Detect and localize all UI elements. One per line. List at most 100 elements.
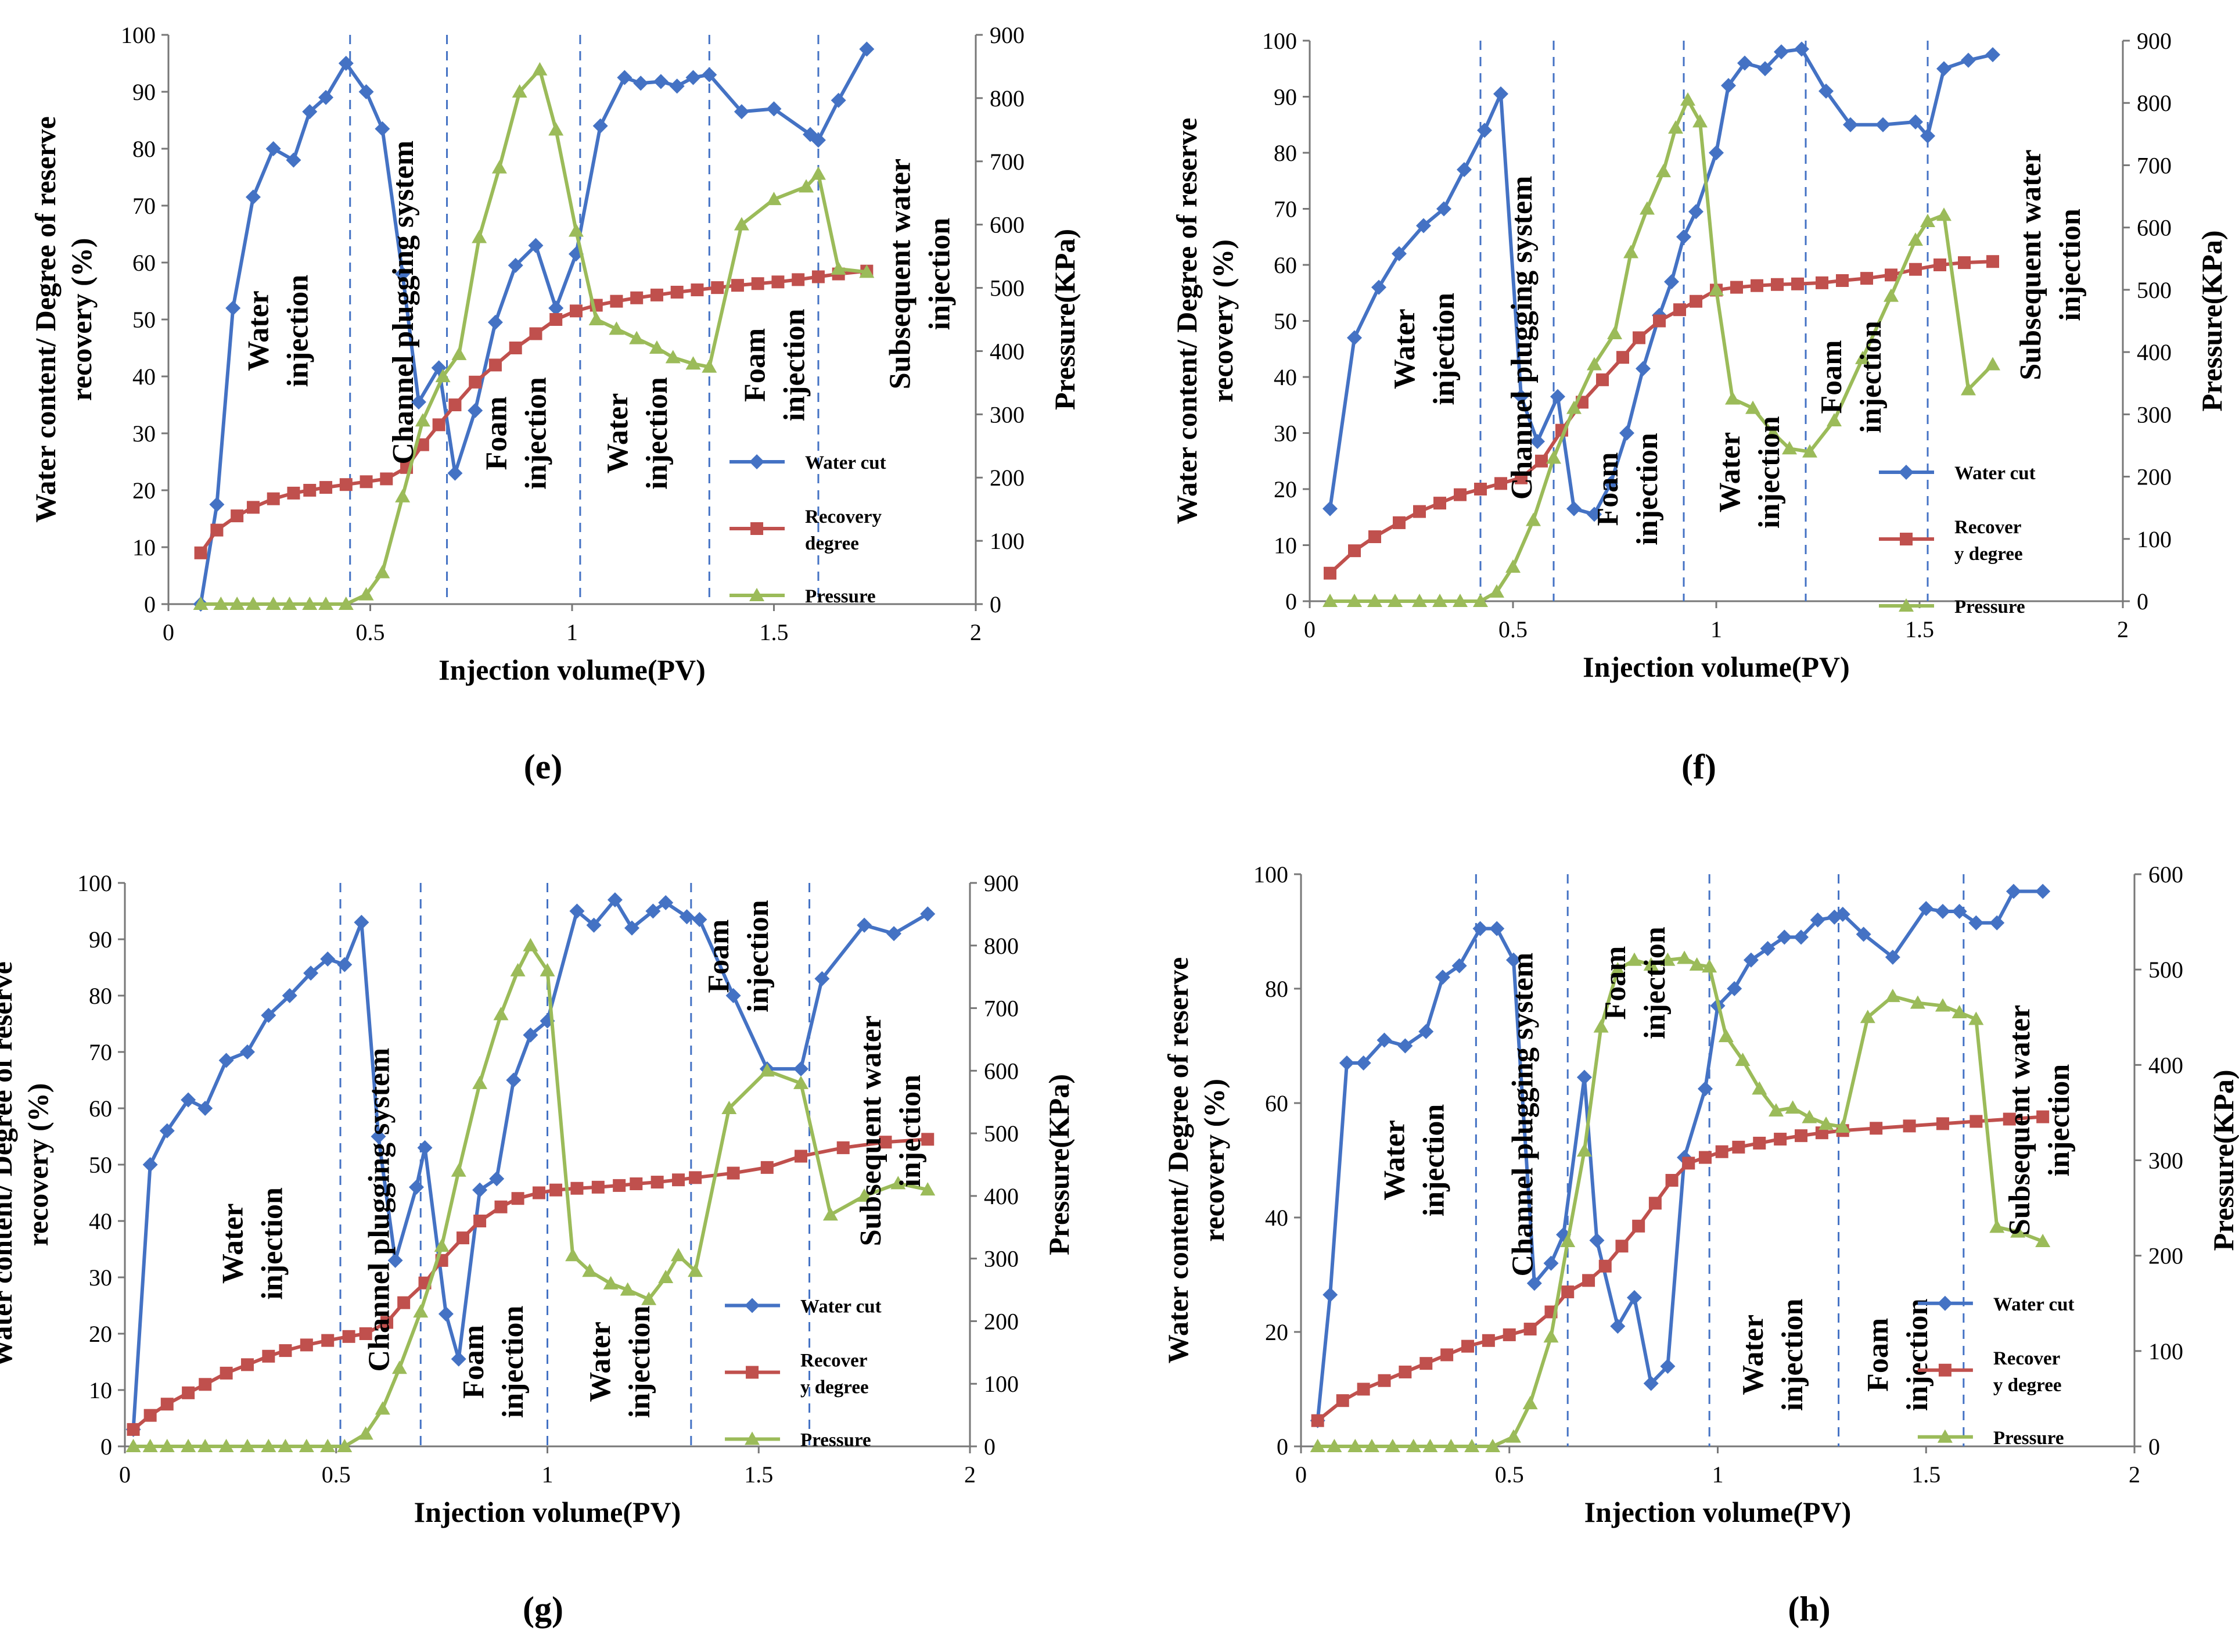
data-point — [1715, 1145, 1728, 1158]
data-point — [1515, 471, 1528, 484]
data-point — [1451, 958, 1467, 974]
legend-swatch-marker — [745, 1431, 760, 1445]
x-tick-label: 2 — [964, 1461, 976, 1488]
data-point — [1843, 117, 1858, 132]
data-point — [1436, 201, 1451, 217]
data-point — [859, 41, 875, 57]
legend: Water cut Recovery degree Pressure — [729, 452, 886, 607]
y-tick-label: 70 — [132, 193, 156, 219]
y2-tick-label: 200 — [2137, 464, 2172, 490]
legend-entry: Water cut — [1993, 1294, 2075, 1315]
phase-label-line: Foam — [739, 328, 772, 402]
data-point — [302, 597, 318, 610]
y2-tick-label: 0 — [990, 591, 1001, 617]
y2-tick-label: 600 — [2148, 861, 2183, 888]
data-point — [299, 1439, 314, 1452]
data-point — [1453, 594, 1468, 607]
phase-label-line: injection — [2054, 209, 2087, 321]
data-point — [1454, 488, 1467, 501]
data-point — [1698, 1151, 1712, 1164]
phase-label: Subsequent water injection — [2003, 1005, 2076, 1236]
phase-label: Foam injection — [739, 309, 811, 422]
x-tick-label: 0.5 — [356, 619, 385, 645]
data-point — [565, 1248, 581, 1262]
data-point — [1364, 1439, 1379, 1452]
phase-label-group: Foam injection — [457, 1306, 530, 1418]
y2-axis-title-group: Pressure(KPa) — [2207, 1070, 2239, 1251]
y2-tick-label: 600 — [2137, 215, 2172, 241]
data-point — [512, 84, 527, 98]
data-point — [375, 1401, 390, 1415]
data-point — [1587, 507, 1602, 522]
data-point — [1818, 83, 1834, 99]
data-point — [1908, 232, 1923, 246]
data-point — [339, 478, 353, 491]
y2-tick-label: 400 — [2137, 339, 2172, 365]
data-point — [1576, 1143, 1592, 1157]
data-point — [548, 122, 564, 136]
phase-label-group: Water injection — [584, 1306, 656, 1418]
data-point — [1665, 1173, 1679, 1187]
y2-tick-label: 200 — [984, 1308, 1019, 1334]
y-tick-label: 0 — [144, 591, 156, 617]
y2-tick-label: 0 — [2137, 588, 2148, 615]
data-point — [549, 313, 563, 326]
data-point — [857, 917, 872, 933]
data-point — [1561, 1285, 1575, 1299]
legend-entry-line: Pressure — [1954, 597, 2025, 617]
y-tick-label: 60 — [132, 250, 156, 276]
data-point — [759, 1063, 775, 1077]
data-point — [795, 1150, 807, 1163]
legend-entry-line: Pressure — [805, 586, 876, 607]
data-point — [1952, 1005, 1967, 1019]
data-point — [1753, 1136, 1766, 1150]
data-point — [1616, 351, 1629, 364]
data-point — [523, 938, 538, 951]
legend-entry: Recover y degree — [800, 1351, 869, 1398]
data-point — [1526, 1276, 1542, 1291]
legend-swatch-marker — [745, 1298, 760, 1313]
data-point — [1388, 594, 1403, 607]
data-point — [641, 1291, 657, 1305]
phase-label-group: Foam injection — [1861, 1299, 1934, 1412]
data-point — [1627, 952, 1642, 966]
data-point — [1627, 1290, 1642, 1305]
data-point — [1371, 279, 1386, 295]
data-point — [771, 275, 785, 289]
data-point — [540, 963, 555, 976]
data-point — [1774, 1133, 1787, 1146]
data-point — [142, 1157, 158, 1172]
data-point — [472, 1075, 488, 1089]
phase-label-line: injection — [1638, 926, 1672, 1039]
phase-label-group: Channel plugging system — [387, 141, 420, 465]
data-point — [814, 971, 830, 986]
data-point — [920, 1182, 936, 1196]
series-pressure — [125, 938, 936, 1452]
data-point — [1952, 904, 1967, 920]
data-point — [1818, 1116, 1834, 1130]
x-axis-title: Injection volume(PV) — [1584, 1496, 1852, 1528]
y-tick-label: 60 — [1265, 1090, 1288, 1116]
legend-entry-line: Recover — [1954, 517, 2021, 538]
data-point — [725, 988, 741, 1003]
data-point — [197, 1101, 213, 1116]
data-point — [523, 1027, 538, 1043]
x-tick-label: 1.5 — [760, 619, 789, 645]
data-point — [591, 1180, 605, 1194]
phase-label-group: Subsequent water injection — [854, 1015, 927, 1246]
data-point — [793, 1061, 808, 1077]
data-point — [810, 132, 826, 148]
phase-label-line: injection — [1855, 321, 1888, 433]
data-point — [213, 597, 229, 610]
y-axis-title-line: recovery (%) — [21, 1083, 54, 1247]
data-point — [1709, 145, 1724, 160]
y2-tick-label: 900 — [990, 22, 1025, 48]
phase-label-line: injection — [1901, 1299, 1934, 1412]
legend-entry-line: degree — [805, 533, 859, 554]
phase-label: Foam injection — [1861, 1299, 1934, 1412]
y2-tick-label: 500 — [990, 275, 1025, 301]
phase-label: Foam injection — [1599, 926, 1672, 1039]
y-tick-label: 10 — [1274, 533, 1297, 559]
